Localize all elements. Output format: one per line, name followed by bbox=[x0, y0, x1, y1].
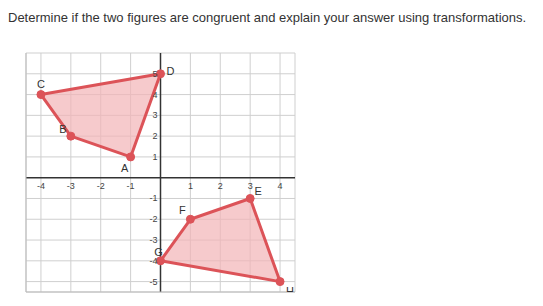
svg-text:C: C bbox=[37, 78, 45, 90]
svg-text:-2: -2 bbox=[97, 181, 105, 191]
svg-text:-3: -3 bbox=[67, 181, 75, 191]
svg-text:F: F bbox=[179, 204, 186, 216]
svg-text:3: 3 bbox=[248, 181, 253, 191]
svg-text:-3: -3 bbox=[149, 235, 157, 245]
svg-text:1: 1 bbox=[152, 152, 157, 162]
svg-text:2: 2 bbox=[218, 181, 223, 191]
svg-text:D: D bbox=[167, 65, 175, 77]
svg-text:B: B bbox=[59, 123, 66, 135]
svg-text:5: 5 bbox=[152, 69, 157, 79]
svg-text:-5: -5 bbox=[149, 277, 157, 287]
svg-text:4: 4 bbox=[152, 90, 157, 100]
html-text:Determine if the two figures a: Determine if the two figures are congrue… bbox=[8, 10, 527, 25]
svg-text:4: 4 bbox=[278, 181, 283, 191]
svg-text:-4: -4 bbox=[37, 181, 45, 191]
svg-text:-2: -2 bbox=[149, 214, 157, 224]
svg-text:-1: -1 bbox=[149, 193, 157, 203]
svg-text:E: E bbox=[254, 185, 261, 197]
svg-text:G: G bbox=[154, 245, 163, 258]
svg-text:1: 1 bbox=[188, 181, 193, 191]
svg-text:3: 3 bbox=[152, 110, 157, 120]
svg-text:A: A bbox=[121, 162, 129, 174]
svg-text:-4: -4 bbox=[149, 256, 157, 266]
svg-text:-1: -1 bbox=[127, 181, 135, 191]
svg-text:H: H bbox=[286, 285, 294, 292]
svg-text:2: 2 bbox=[152, 131, 157, 141]
